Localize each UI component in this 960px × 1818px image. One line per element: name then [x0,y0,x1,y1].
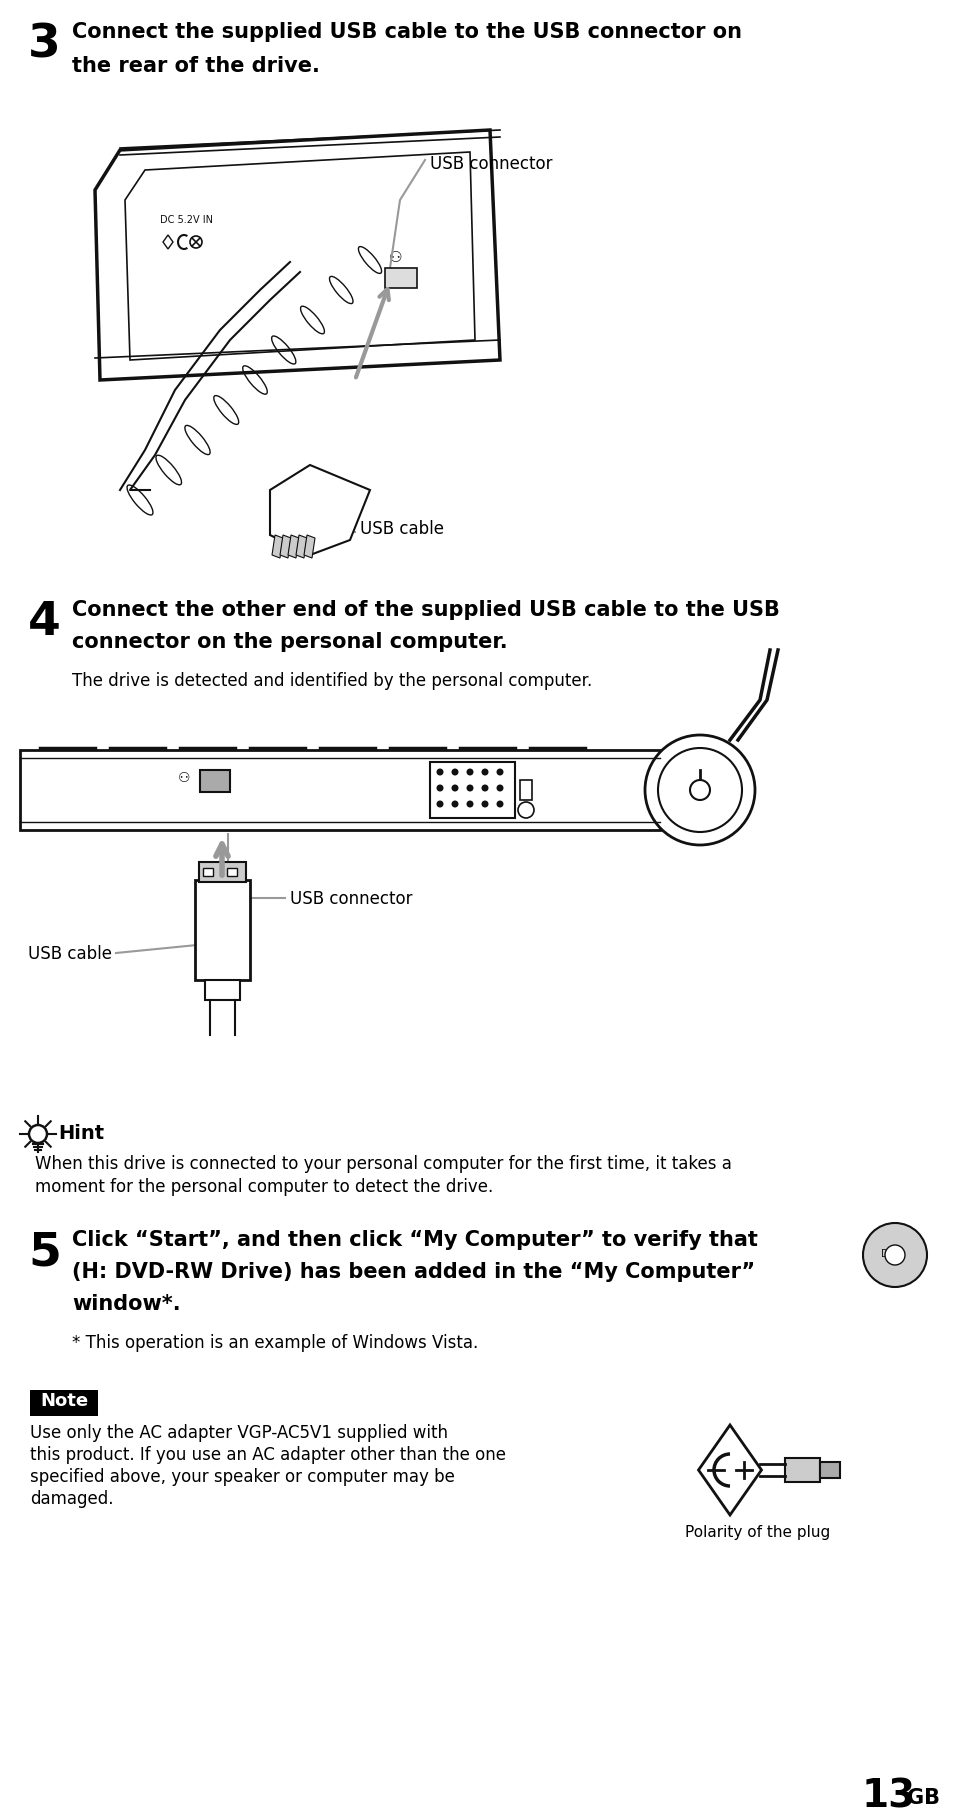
Circle shape [658,747,742,833]
Text: 4: 4 [28,600,60,645]
Text: 3: 3 [28,22,60,67]
Polygon shape [125,153,475,360]
Text: * This operation is an example of Windows Vista.: * This operation is an example of Window… [72,1334,478,1353]
Circle shape [863,1224,927,1287]
Circle shape [645,734,755,845]
Text: ⚇: ⚇ [389,251,402,265]
Bar [203,867,213,876]
Circle shape [482,800,489,807]
Bar [820,1462,840,1478]
Bar [520,780,532,800]
Bar [30,1391,98,1416]
Text: USB cable: USB cable [360,520,444,538]
Circle shape [437,800,444,807]
Text: the rear of the drive.: the rear of the drive. [72,56,320,76]
Circle shape [496,800,503,807]
Circle shape [496,785,503,791]
Bar [227,867,237,876]
Polygon shape [272,534,283,558]
Bar [199,862,246,882]
Text: Use only the AC adapter VGP-AC5V1 supplied with: Use only the AC adapter VGP-AC5V1 suppli… [30,1423,448,1442]
Circle shape [451,769,459,776]
Text: window*.: window*. [72,1294,180,1314]
Bar [195,880,250,980]
Text: USB connector: USB connector [430,155,553,173]
Circle shape [467,769,473,776]
Text: ⚇: ⚇ [295,498,313,516]
Circle shape [482,785,489,791]
Text: damaged.: damaged. [30,1491,113,1507]
Text: this product. If you use an AC adapter other than the one: this product. If you use an AC adapter o… [30,1445,506,1463]
Circle shape [467,800,473,807]
Polygon shape [288,534,299,558]
Circle shape [482,769,489,776]
Text: ⚇: ⚇ [205,894,229,924]
Circle shape [467,785,473,791]
Text: moment for the personal computer to detect the drive.: moment for the personal computer to dete… [35,1178,493,1196]
Text: specified above, your speaker or computer may be: specified above, your speaker or compute… [30,1467,455,1485]
Bar [205,980,240,1000]
Text: 13: 13 [862,1778,916,1816]
Text: Connect the other end of the supplied USB cable to the USB: Connect the other end of the supplied US… [72,600,780,620]
Text: Polarity of the plug: Polarity of the plug [685,1525,830,1540]
Text: connector on the personal computer.: connector on the personal computer. [72,633,508,653]
Text: Note: Note [40,1393,88,1411]
Bar [20,751,660,831]
Text: The drive is detected and identified by the personal computer.: The drive is detected and identified by … [72,673,592,691]
Text: (H: DVD-RW Drive) has been added in the “My Computer”: (H: DVD-RW Drive) has been added in the … [72,1262,756,1282]
Circle shape [437,769,444,776]
Text: ⚇: ⚇ [178,771,190,785]
Polygon shape [280,534,291,558]
Circle shape [451,800,459,807]
Text: When this drive is connected to your personal computer for the first time, it ta: When this drive is connected to your per… [35,1154,732,1173]
Polygon shape [304,534,315,558]
Bar [200,771,230,793]
Circle shape [885,1245,905,1265]
Circle shape [451,785,459,791]
Bar [385,267,417,287]
Polygon shape [296,534,307,558]
Circle shape [496,769,503,776]
Polygon shape [430,762,515,818]
Bar [785,1458,820,1482]
Text: USB cable: USB cable [28,945,112,964]
Polygon shape [270,465,370,554]
Text: DVD: DVD [881,1249,902,1260]
Text: Click “Start”, and then click “My Computer” to verify that: Click “Start”, and then click “My Comput… [72,1231,757,1251]
Circle shape [437,785,444,791]
Text: GB: GB [907,1787,940,1807]
Text: DC 5.2V IN: DC 5.2V IN [160,215,213,225]
Text: Connect the supplied USB cable to the USB connector on: Connect the supplied USB cable to the US… [72,22,742,42]
Text: USB connector: USB connector [290,891,413,907]
Text: 5: 5 [28,1231,60,1274]
Polygon shape [95,131,500,380]
Text: Hint: Hint [58,1124,104,1144]
